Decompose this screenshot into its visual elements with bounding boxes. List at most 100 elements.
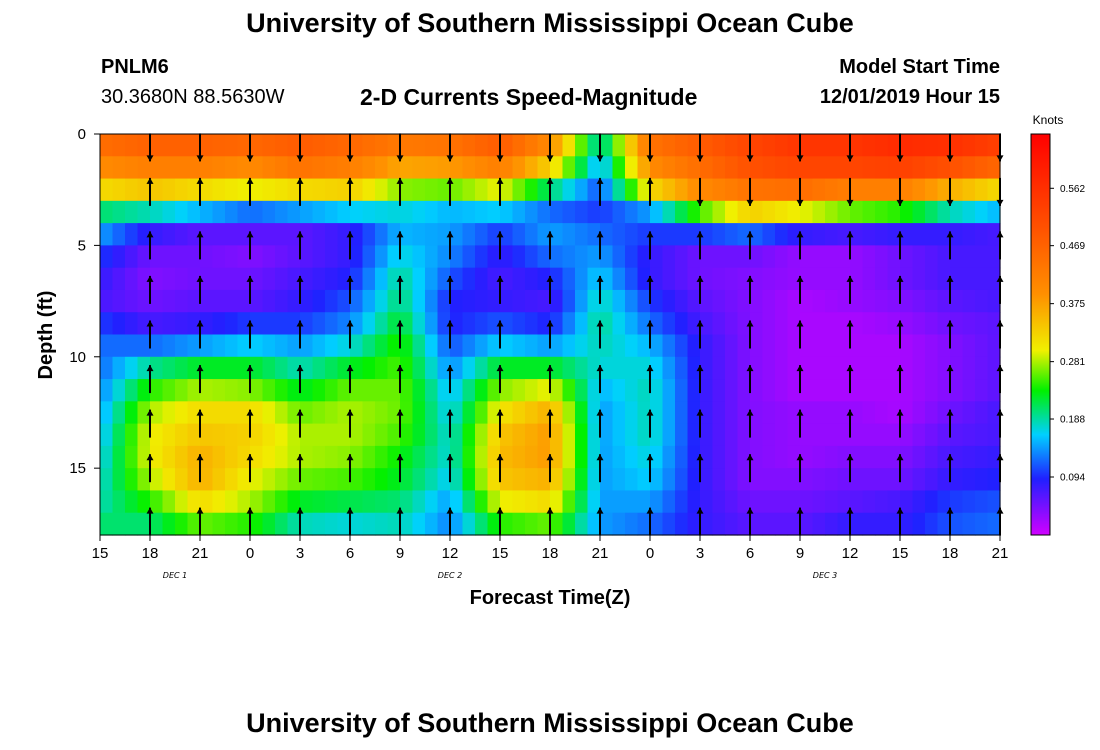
heatmap-cell bbox=[825, 379, 839, 402]
current-vector-head bbox=[596, 507, 604, 514]
heatmap-cell bbox=[400, 423, 414, 447]
heatmap-cell bbox=[925, 356, 939, 380]
heatmap-cell bbox=[762, 267, 776, 291]
heatmap-cell bbox=[675, 445, 689, 469]
heatmap-cell bbox=[550, 334, 564, 358]
current-vector-head bbox=[846, 507, 854, 514]
heatmap-cell bbox=[387, 356, 401, 380]
heatmap-cell bbox=[162, 178, 176, 202]
heatmap-cell bbox=[200, 134, 214, 157]
heatmap-cell bbox=[262, 401, 276, 425]
current-vector-head bbox=[396, 365, 404, 372]
heatmap-cell bbox=[437, 423, 451, 447]
heatmap-cell bbox=[725, 134, 739, 157]
heatmap-cell bbox=[225, 245, 239, 269]
heatmap-cell bbox=[300, 156, 314, 180]
heatmap-cell bbox=[137, 245, 151, 269]
heatmap-cell bbox=[237, 178, 251, 202]
station-coordinates: 30.3680N 88.5630W bbox=[101, 86, 285, 108]
heatmap-cell bbox=[212, 490, 226, 514]
heatmap-cell bbox=[625, 245, 639, 269]
heatmap-cell bbox=[962, 200, 976, 224]
heatmap-cell bbox=[387, 312, 401, 336]
heatmap-cell bbox=[550, 223, 564, 246]
heatmap-cell bbox=[662, 423, 676, 447]
current-vector-head bbox=[796, 199, 804, 206]
heatmap-cell bbox=[775, 134, 789, 157]
heatmap-cell bbox=[725, 512, 739, 536]
heatmap-cell bbox=[550, 134, 564, 157]
heatmap-cell bbox=[262, 245, 276, 269]
heatmap-cell bbox=[862, 200, 876, 224]
heatmap-cell bbox=[187, 490, 201, 514]
heatmap-cell bbox=[262, 200, 276, 224]
heatmap-cell bbox=[625, 178, 639, 202]
heatmap-cell bbox=[875, 267, 889, 291]
heatmap-cell bbox=[425, 289, 439, 313]
heatmap-cell bbox=[525, 200, 539, 224]
x-tick-label: 21 bbox=[592, 545, 609, 562]
heatmap-cell bbox=[537, 423, 551, 447]
heatmap-cell bbox=[900, 379, 914, 402]
heatmap-cell bbox=[975, 512, 989, 536]
current-vector-head bbox=[646, 275, 654, 282]
heatmap-cell bbox=[575, 445, 589, 469]
heatmap-cell bbox=[150, 334, 164, 358]
colorbar-title: Knots bbox=[1033, 113, 1064, 127]
heatmap-cell bbox=[500, 312, 514, 336]
heatmap-cell bbox=[475, 490, 489, 514]
current-vector-head bbox=[446, 454, 454, 461]
heatmap-cell bbox=[537, 512, 551, 536]
heatmap-cell bbox=[987, 223, 1001, 246]
heatmap-cell bbox=[675, 178, 689, 202]
heatmap-cell bbox=[437, 134, 451, 157]
heatmap-cell bbox=[837, 312, 851, 336]
heatmap-cell bbox=[200, 245, 214, 269]
heatmap-cell bbox=[575, 200, 589, 224]
heatmap-cell bbox=[900, 334, 914, 358]
heatmap-cell bbox=[775, 200, 789, 224]
heatmap-cell bbox=[262, 423, 276, 447]
heatmap-cell bbox=[787, 356, 801, 380]
heatmap-cell bbox=[200, 468, 214, 492]
heatmap-cell bbox=[712, 401, 726, 425]
heatmap-cell bbox=[975, 423, 989, 447]
heatmap-cell bbox=[162, 200, 176, 224]
heatmap-cell bbox=[862, 468, 876, 492]
current-vector-head bbox=[646, 177, 654, 184]
heatmap-cell bbox=[450, 423, 464, 447]
heatmap-cell bbox=[437, 512, 451, 536]
heatmap-cell bbox=[512, 423, 526, 447]
heatmap-cell bbox=[925, 512, 939, 536]
current-vector-head bbox=[696, 231, 704, 238]
heatmap-cell bbox=[550, 156, 564, 180]
heatmap-cell bbox=[112, 468, 126, 492]
heatmap-cell bbox=[600, 178, 614, 202]
heatmap-cell bbox=[687, 334, 701, 358]
heatmap-cell bbox=[225, 423, 239, 447]
heatmap-cell bbox=[550, 379, 564, 402]
heatmap-cell bbox=[225, 178, 239, 202]
heatmap-cell bbox=[387, 379, 401, 402]
heatmap-cell bbox=[250, 468, 264, 492]
heatmap-cell bbox=[987, 468, 1001, 492]
heatmap-cell bbox=[987, 312, 1001, 336]
heatmap-cell bbox=[362, 289, 376, 313]
current-vector-head bbox=[146, 177, 154, 184]
heatmap-cell bbox=[937, 156, 951, 180]
heatmap-cell bbox=[575, 289, 589, 313]
heatmap-cell bbox=[425, 423, 439, 447]
heatmap-cell bbox=[187, 468, 201, 492]
heatmap-cell bbox=[850, 445, 864, 469]
heatmap-cell bbox=[825, 423, 839, 447]
heatmap-cell bbox=[187, 312, 201, 336]
heatmap-cell bbox=[412, 134, 426, 157]
heatmap-cell bbox=[562, 156, 576, 180]
heatmap-cell bbox=[912, 312, 926, 336]
heatmap-cell bbox=[900, 312, 914, 336]
heatmap-cell bbox=[550, 312, 564, 336]
heatmap-cell bbox=[875, 490, 889, 514]
heatmap-cell bbox=[200, 445, 214, 469]
heatmap-cell bbox=[937, 356, 951, 380]
